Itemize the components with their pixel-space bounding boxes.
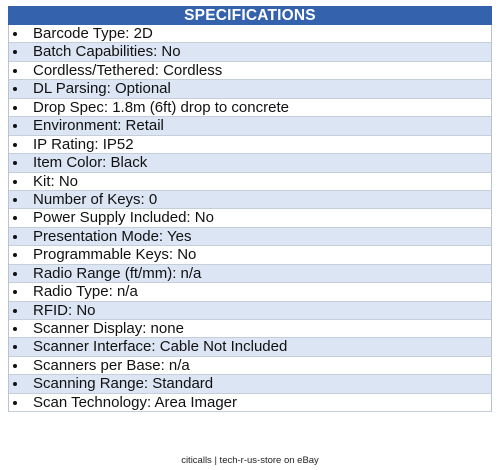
spec-item: Number of Keys: 0 [9, 190, 491, 210]
spec-item: Power Supply Included: No [9, 209, 491, 228]
spec-item: Scanners per Base: n/a [9, 356, 491, 376]
spec-item: Scanning Range: Standard [9, 375, 491, 394]
spec-item: Batch Capabilities: No [9, 43, 491, 62]
spec-item: IP Rating: IP52 [9, 135, 491, 155]
spec-item: Radio Range (ft/mm): n/a [9, 264, 491, 284]
spec-item: Presentation Mode: Yes [9, 227, 491, 247]
spec-item: Item Color: Black [9, 154, 491, 173]
spec-sheet: SPECIFICATIONS Barcode Type: 2DBatch Cap… [8, 6, 492, 413]
spec-item: Drop Spec: 1.8m (6ft) drop to concrete [9, 98, 491, 118]
footer: citicalls | tech-r-us-store on eBay [181, 455, 319, 466]
spec-item: Scan Technology: Area Imager [9, 393, 491, 413]
spec-item: Kit: No [9, 172, 491, 191]
spec-item: DL Parsing: Optional [9, 80, 491, 99]
spec-item: Environment: Retail [9, 117, 491, 136]
spec-item: Scanner Interface: Cable Not Included [9, 338, 491, 357]
spec-item: Cordless/Tethered: Cordless [9, 61, 491, 81]
title-bar: SPECIFICATIONS [8, 6, 492, 25]
spec-item: RFID: No [9, 301, 491, 320]
spec-item: Programmable Keys: No [9, 246, 491, 265]
spec-list: Barcode Type: 2DBatch Capabilities: NoCo… [8, 25, 492, 413]
spec-item: Barcode Type: 2D [9, 25, 491, 44]
spec-item: Radio Type: n/a [9, 283, 491, 302]
spec-item: Scanner Display: none [9, 320, 491, 339]
